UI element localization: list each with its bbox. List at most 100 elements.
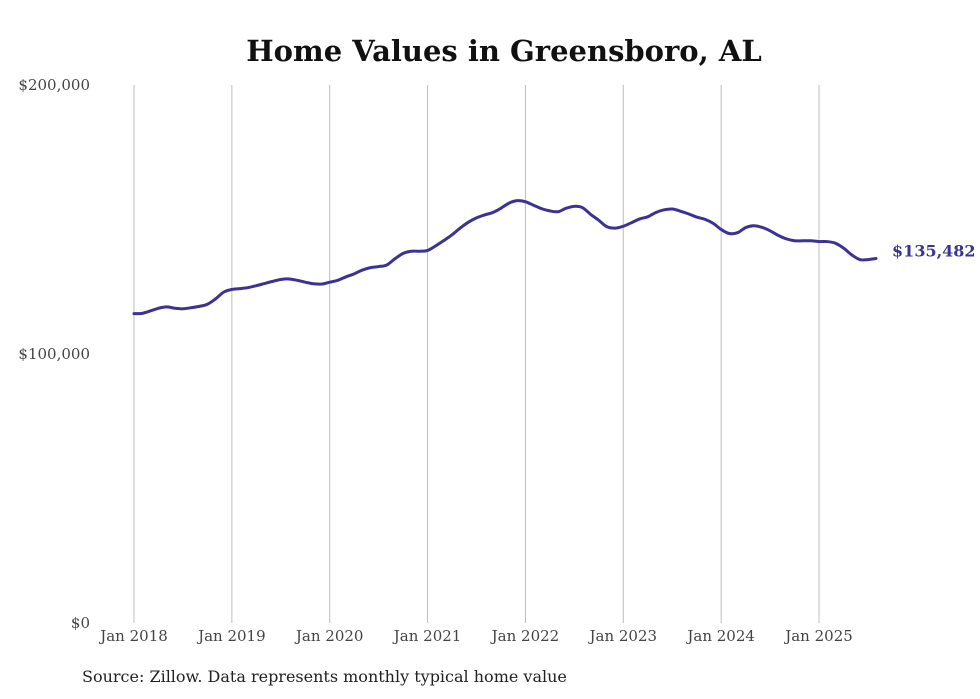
x-tick-label: Jan 2021 [392,627,462,645]
data-point [532,204,535,207]
data-point [393,257,397,260]
data-point [491,211,495,214]
data-point [825,240,829,243]
data-point [638,217,641,221]
data-point [524,200,527,203]
data-point [874,257,878,260]
data-point [719,228,723,231]
data-point [597,219,601,222]
data-point [173,307,177,310]
data-point [540,207,543,210]
chart-title: Home Values in Greensboro, AL [246,34,761,68]
data-point [206,303,209,306]
x-tick-label: Jan 2019 [196,627,266,645]
data-point [247,286,250,289]
data-point [728,232,731,235]
data-point [361,268,364,272]
data-point [385,263,388,267]
gridlines [133,85,820,623]
y-tick-label: $0 [71,614,90,632]
data-point [776,234,780,237]
data-point [695,215,698,219]
data-point [377,265,380,268]
data-point [230,288,234,291]
data-point [312,282,315,285]
data-point [279,278,282,281]
data-point [287,277,291,281]
data-point [662,208,666,212]
data-point [744,226,747,229]
data-point [573,205,576,208]
y-tick-label: $200,000 [18,76,90,94]
data-point [809,239,813,242]
data-point [548,209,552,213]
x-tick-label: Jan 2018 [98,627,168,645]
data-point [630,221,633,224]
end-value-label: $135,482 [892,242,976,261]
data-point [418,250,421,253]
data-point [255,284,258,287]
data-point [426,249,429,252]
data-point [711,222,715,225]
data-point [263,282,266,285]
source-note: Source: Zillow. Data represents monthly … [82,667,567,686]
x-axis-ticks: Jan 2018 Jan 2019 Jan 2020 Jan 2021 Jan 2022… [98,627,853,645]
data-point [654,211,658,214]
data-point [760,226,764,229]
data-point [703,218,706,221]
data-point [157,307,160,310]
data-point [801,239,804,242]
data-point [866,258,870,261]
data-point [401,252,405,255]
data-point [483,213,486,217]
data-point [671,207,674,211]
data-point [336,279,340,282]
data-point [768,229,772,232]
data-point [181,307,185,311]
data-point [271,280,274,283]
y-axis-ticks: $0 $100,000 $200,000 [18,76,90,632]
data-point [785,237,788,241]
data-point [344,275,348,278]
data-point [687,212,690,216]
data-point [450,233,454,237]
data-point [140,312,144,315]
data-point [679,209,682,213]
x-tick-label: Jan 2020 [294,627,364,645]
data-point [581,206,584,209]
data-point [736,231,739,234]
data-point [613,226,617,230]
data-point [475,216,478,220]
data-point [165,305,168,309]
data-point [369,266,372,269]
data-point [605,225,609,228]
data-point [410,250,413,253]
data-point [198,305,201,308]
y-tick-label: $100,000 [18,345,90,363]
data-point [149,309,152,313]
data-point [565,207,568,210]
data-point [834,241,837,245]
data-point [850,253,853,256]
data-point [304,280,307,284]
data-point [442,239,446,242]
data-point [622,225,625,228]
data-point [516,199,519,202]
data-point [295,279,299,282]
data-point [458,226,462,230]
data-point [467,220,470,224]
data-point [793,239,796,242]
data-point [328,280,331,284]
series-line [132,199,878,316]
data-point [434,244,437,248]
data-point [238,287,242,290]
data-point [507,201,511,205]
data-point [499,207,503,210]
data-point [858,258,862,261]
data-point [556,210,560,213]
data-point [352,272,356,276]
data-point [589,213,592,216]
data-point [189,306,193,309]
x-tick-label: Jan 2024 [685,627,755,645]
data-point [320,282,323,286]
